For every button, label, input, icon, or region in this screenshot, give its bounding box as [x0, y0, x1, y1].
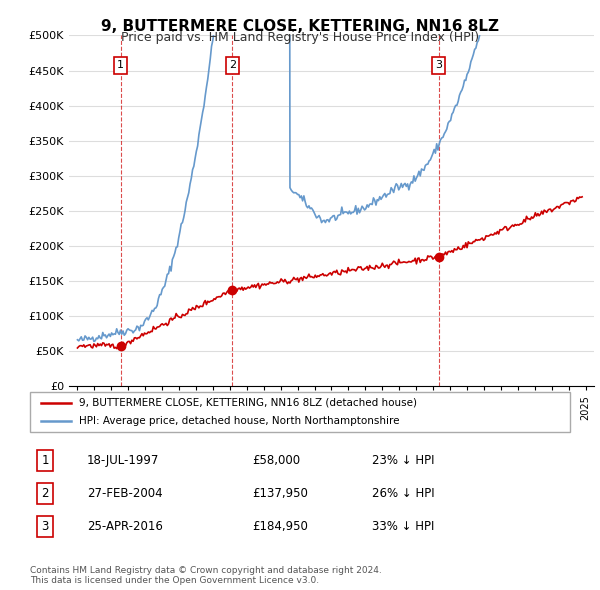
- Text: £184,950: £184,950: [252, 520, 308, 533]
- Text: £58,000: £58,000: [252, 454, 300, 467]
- Text: 1: 1: [41, 454, 49, 467]
- Text: Contains HM Land Registry data © Crown copyright and database right 2024.
This d: Contains HM Land Registry data © Crown c…: [30, 566, 382, 585]
- Text: 2: 2: [229, 60, 236, 70]
- Text: 18-JUL-1997: 18-JUL-1997: [87, 454, 160, 467]
- Text: £137,950: £137,950: [252, 487, 308, 500]
- Text: 3: 3: [435, 60, 442, 70]
- Text: 23% ↓ HPI: 23% ↓ HPI: [372, 454, 434, 467]
- Text: Price paid vs. HM Land Registry's House Price Index (HPI): Price paid vs. HM Land Registry's House …: [121, 31, 479, 44]
- Text: 25-APR-2016: 25-APR-2016: [87, 520, 163, 533]
- Text: 33% ↓ HPI: 33% ↓ HPI: [372, 520, 434, 533]
- Text: 1: 1: [117, 60, 124, 70]
- Text: 9, BUTTERMERE CLOSE, KETTERING, NN16 8LZ: 9, BUTTERMERE CLOSE, KETTERING, NN16 8LZ: [101, 19, 499, 34]
- Text: 26% ↓ HPI: 26% ↓ HPI: [372, 487, 434, 500]
- Text: 27-FEB-2004: 27-FEB-2004: [87, 487, 163, 500]
- Text: HPI: Average price, detached house, North Northamptonshire: HPI: Average price, detached house, Nort…: [79, 416, 399, 426]
- Text: 2: 2: [41, 487, 49, 500]
- FancyBboxPatch shape: [30, 392, 570, 432]
- Text: 3: 3: [41, 520, 49, 533]
- Text: 9, BUTTERMERE CLOSE, KETTERING, NN16 8LZ (detached house): 9, BUTTERMERE CLOSE, KETTERING, NN16 8LZ…: [79, 398, 416, 408]
